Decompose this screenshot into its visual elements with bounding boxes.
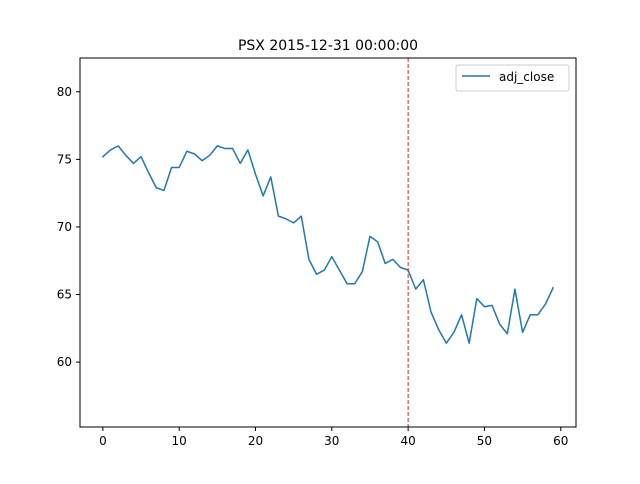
x-tick-label: 10 <box>172 434 187 448</box>
legend-frame <box>455 64 570 92</box>
x-tick-label: 60 <box>553 434 568 448</box>
x-tick-label: 40 <box>400 434 415 448</box>
x-tick-label: 20 <box>248 434 263 448</box>
legend-label: adj_close <box>499 70 554 84</box>
y-tick-label: 80 <box>57 85 72 99</box>
series-line-adj_close <box>101 145 555 344</box>
chart-title: PSX 2015-12-31 00:00:00 <box>238 38 418 54</box>
x-tick-label: 30 <box>324 434 339 448</box>
x-tick-label: 0 <box>99 434 107 448</box>
y-tick-label: 70 <box>57 220 72 234</box>
y-tick-label: 75 <box>57 152 72 166</box>
y-tick-label: 65 <box>57 288 72 302</box>
y-tick-label: 60 <box>57 355 72 369</box>
plot-area: 0 10 20 30 40 50 60 60 65 70 75 80 <box>57 57 577 448</box>
axes-frame <box>79 57 577 428</box>
legend: adj_close <box>455 64 570 92</box>
x-tick-label: 50 <box>477 434 492 448</box>
